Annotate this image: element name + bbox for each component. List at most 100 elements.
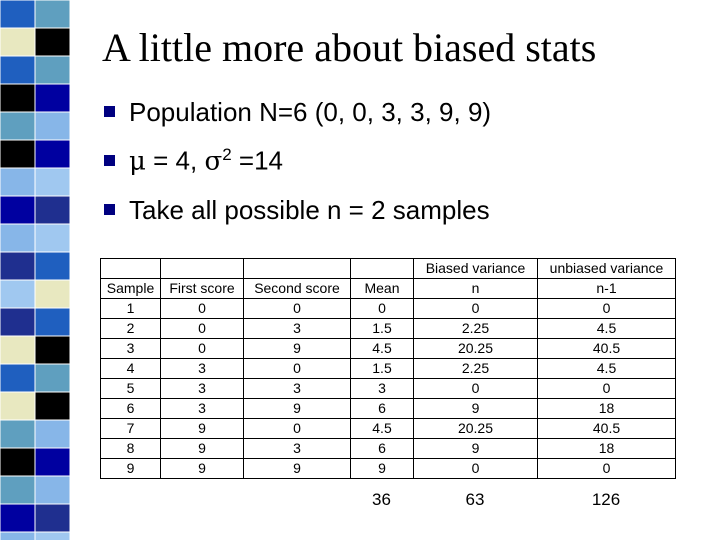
- total: 63: [465, 490, 485, 509]
- table-row: 4 3 0 1.5 2.25 4.5: [100, 358, 676, 379]
- decor-square: [0, 83, 36, 113]
- bullet-text: Take all possible n = 2 samples: [129, 195, 490, 225]
- symbol: μ: [129, 146, 146, 177]
- variance-table: Biased variance unbiased variance Sample Fi…: [100, 258, 676, 479]
- column-header: n: [413, 278, 538, 299]
- table-cell: 0: [413, 378, 538, 399]
- decor-square: [34, 223, 71, 253]
- table-cell: 7: [100, 418, 161, 439]
- decor-square: [0, 195, 36, 225]
- bullet-text: Population N=6 (0, 0, 3, 3, 9, 9): [129, 97, 492, 127]
- decor-square: [0, 447, 36, 477]
- table-cell: 0: [413, 458, 538, 479]
- table-cell: 4.5: [537, 358, 676, 379]
- table-row: 7 9 0 4.5 20.25 40.5: [100, 418, 676, 439]
- table-cell: 1: [100, 298, 161, 319]
- table-cell: 20.25: [413, 338, 538, 359]
- table-cell: 9: [243, 338, 351, 359]
- decor-square: [0, 167, 36, 197]
- decor-square: [0, 419, 36, 449]
- decor-square: [0, 475, 36, 505]
- column-header: n-1: [537, 278, 676, 299]
- group-header: unbiased variance: [537, 258, 676, 279]
- decor-stripe: [0, 0, 71, 540]
- decor-square: [34, 55, 71, 85]
- decor-square: [0, 251, 36, 281]
- table-cell: 9: [243, 458, 351, 479]
- decor-square: [34, 391, 71, 421]
- column-header: Mean: [350, 278, 414, 299]
- table-cell: 9: [100, 458, 161, 479]
- table-cell: 4.5: [350, 418, 414, 439]
- decor-square: [34, 0, 71, 29]
- table-cell: 9: [160, 418, 244, 439]
- bullet-text: = 4,: [145, 145, 205, 176]
- decor-square: [34, 83, 71, 113]
- table-cell: 0: [243, 418, 351, 439]
- table-cell: 6: [350, 398, 414, 419]
- table-cell: 3: [243, 318, 351, 339]
- table-cell: 0: [160, 338, 244, 359]
- table-cell: 9: [160, 438, 244, 459]
- blank-cell: [243, 258, 351, 279]
- symbol: σ: [204, 146, 223, 177]
- table-cell: 40.5: [537, 338, 676, 359]
- table-cell: 3: [100, 338, 161, 359]
- decor-square: [0, 279, 36, 309]
- table-cell: 6: [350, 438, 414, 459]
- decor-square: [0, 55, 36, 85]
- table-row: 2 0 3 1.5 2.25 4.5: [100, 318, 676, 339]
- table-cell: 9: [243, 398, 351, 419]
- decor-square: [34, 139, 71, 169]
- table-cell: 18: [537, 398, 676, 419]
- decor-square: [34, 335, 71, 365]
- bullet-text: =14: [231, 145, 283, 176]
- table-cell: 0: [243, 358, 351, 379]
- decor-square: [34, 475, 71, 505]
- table-cell: 0: [537, 458, 676, 479]
- decor-square: [0, 391, 36, 421]
- table-cell: 3: [243, 438, 351, 459]
- table-cell: 20.25: [413, 418, 538, 439]
- column-header: Second score: [243, 278, 351, 299]
- table-cell: 40.5: [537, 418, 676, 439]
- table-row: 6 3 9 6 9 18: [100, 398, 676, 419]
- table-cell: 1.5: [350, 318, 414, 339]
- table-cell: 0: [243, 298, 351, 319]
- table-cell: 0: [160, 318, 244, 339]
- decor-square: [34, 531, 71, 540]
- decor-square: [34, 251, 71, 281]
- table-cell: 3: [160, 378, 244, 399]
- table-cell: 9: [350, 458, 414, 479]
- table-cell: 0: [413, 298, 538, 319]
- decor-square: [34, 363, 71, 393]
- superscript: 2: [222, 145, 232, 164]
- decor-square: [0, 531, 36, 540]
- total: 36: [372, 490, 391, 509]
- column-header: First score: [160, 278, 244, 299]
- table-cell: 3: [243, 378, 351, 399]
- decor-square: [0, 503, 36, 533]
- column-header: Sample: [100, 278, 161, 299]
- table-cell: 2: [100, 318, 161, 339]
- decor-square: [0, 111, 36, 141]
- blank-cell: [350, 258, 414, 279]
- table-cell: 3: [160, 358, 244, 379]
- decor-square: [0, 0, 36, 29]
- decor-square: [34, 307, 71, 337]
- table-cell: 4: [100, 358, 161, 379]
- decor-square: [0, 223, 36, 253]
- table-cell: 0: [160, 298, 244, 319]
- table-cell: 9: [413, 438, 538, 459]
- decor-square: [34, 27, 71, 57]
- decor-square: [34, 419, 71, 449]
- table-row: Sample First score Second score Mean n n-1: [100, 278, 676, 299]
- decor-square: [34, 447, 71, 477]
- decor-square: [34, 503, 71, 533]
- decor-square: [0, 363, 36, 393]
- table-cell: 8: [100, 438, 161, 459]
